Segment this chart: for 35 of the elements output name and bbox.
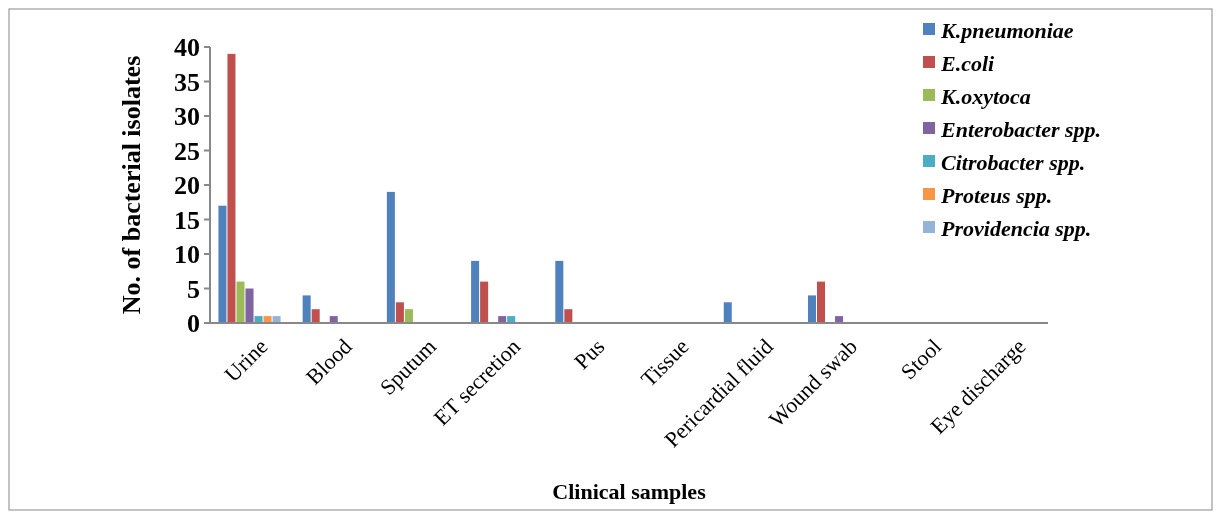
x-axis-title: Clinical samples	[552, 479, 707, 504]
y-tick-label: 25	[174, 136, 200, 166]
y-tick-label: 20	[174, 171, 200, 201]
legend-label: Citrobacter spp.	[941, 149, 1086, 175]
legend-label: Proteus spp.	[940, 182, 1053, 208]
legend-label: Enterobacter spp.	[940, 116, 1102, 142]
y-tick-label: 40	[174, 33, 200, 63]
bar	[564, 309, 573, 323]
legend-label: K.pneumoniae	[940, 17, 1074, 43]
bar	[227, 53, 236, 323]
y-tick-label: 10	[174, 240, 200, 270]
bar	[807, 295, 816, 323]
legend-label: K.oxytoca	[940, 83, 1031, 109]
y-tick-label: 0	[187, 309, 200, 339]
y-tick-label: 5	[187, 274, 200, 304]
bar	[311, 309, 320, 323]
bar	[386, 191, 395, 323]
legend-label: Providencia spp.	[940, 215, 1092, 241]
y-axis-title: No. of bacterial isolates	[117, 55, 146, 315]
x-tick-label: Pus	[569, 333, 610, 374]
bar	[471, 260, 480, 323]
bar	[480, 281, 489, 323]
bar	[723, 302, 732, 323]
bar	[404, 309, 413, 323]
bar	[245, 288, 254, 323]
bar	[816, 281, 826, 323]
y-tick-label: 35	[174, 67, 200, 97]
bar	[218, 205, 227, 323]
bar	[236, 281, 245, 323]
bar	[555, 260, 564, 323]
bar	[395, 302, 404, 323]
y-tick-label: 15	[174, 205, 200, 235]
y-tick-label: 30	[174, 102, 200, 132]
legend-label: E.coli	[940, 50, 996, 76]
bar	[302, 295, 311, 323]
